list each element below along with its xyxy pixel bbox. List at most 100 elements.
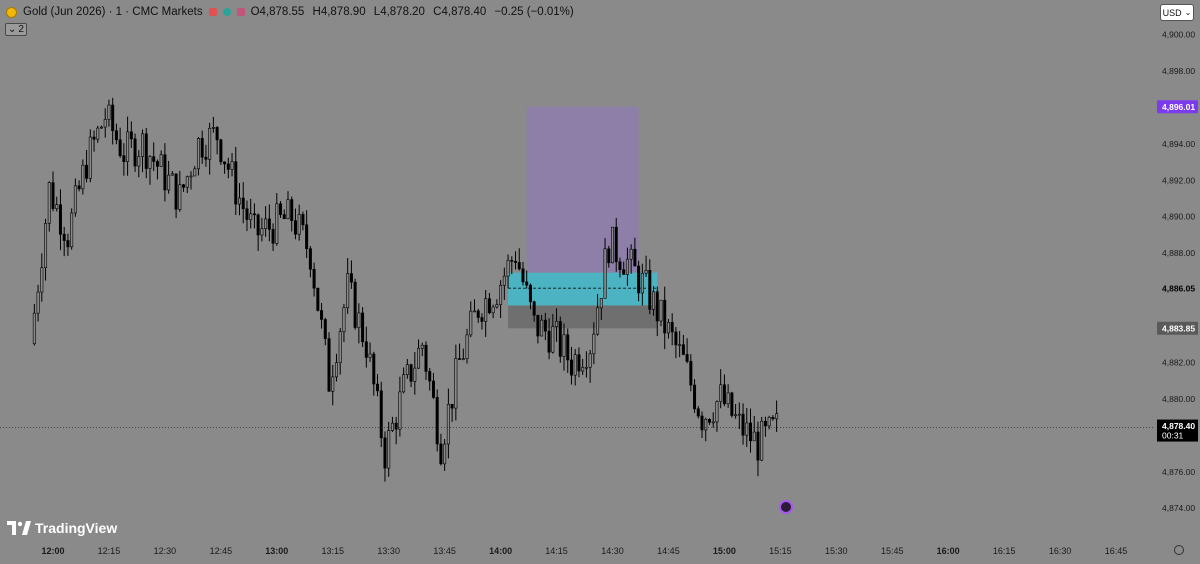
- candle: [107, 99, 111, 127]
- candle: [260, 217, 264, 242]
- candle: [96, 125, 100, 143]
- candle: [36, 284, 40, 322]
- zone-target[interactable]: [526, 106, 639, 273]
- candle: [200, 130, 204, 164]
- candle: [185, 175, 189, 194]
- candle: [252, 203, 256, 229]
- candle: [558, 316, 562, 363]
- price-tick-label: 4,888.00: [1162, 248, 1195, 258]
- candle: [62, 226, 66, 257]
- price-badge: 4,883.85: [1157, 321, 1198, 335]
- candle: [487, 292, 491, 315]
- time-tick-label: 14:15: [545, 546, 568, 556]
- candle: [603, 238, 607, 299]
- candle: [655, 286, 659, 337]
- candle: [331, 364, 335, 406]
- time-tick-label: 13:30: [377, 546, 400, 556]
- candle: [219, 138, 223, 165]
- candle: [678, 330, 682, 358]
- candle: [275, 193, 279, 246]
- candle: [387, 421, 391, 477]
- candle: [349, 260, 353, 289]
- candle: [599, 297, 603, 321]
- candle: [465, 328, 469, 364]
- candle: [431, 372, 435, 399]
- candle: [704, 417, 708, 442]
- candle: [361, 307, 365, 348]
- settings-icon[interactable]: [1174, 545, 1184, 555]
- candle: [484, 290, 488, 337]
- candle: [122, 143, 126, 176]
- candle: [514, 251, 518, 270]
- symbol-header: Gold (Jun 2026) · 1 · CMC Markets O4,878…: [6, 6, 579, 18]
- candle: [189, 171, 193, 190]
- candle: [659, 299, 663, 327]
- candle: [618, 257, 622, 278]
- candle: [55, 196, 59, 212]
- candle: [279, 201, 283, 218]
- candle: [472, 299, 476, 313]
- candle: [390, 416, 394, 432]
- candle: [40, 253, 44, 302]
- candle: [629, 244, 633, 274]
- candle: [99, 125, 103, 129]
- gold-coin-icon: [6, 6, 17, 18]
- candle: [734, 404, 738, 419]
- price-tick-label: 4,882.00: [1162, 357, 1195, 367]
- price-axis[interactable]: [1155, 0, 1200, 542]
- candle: [215, 126, 219, 155]
- symbol-title[interactable]: Gold (Jun 2026) · 1 · CMC Markets: [23, 6, 203, 18]
- sell-icon[interactable]: [208, 8, 217, 16]
- candle: [607, 245, 611, 268]
- candle: [722, 374, 726, 407]
- candle: [394, 416, 398, 445]
- candle: [610, 226, 614, 264]
- candle: [334, 353, 338, 382]
- zone-entry[interactable]: [508, 272, 658, 306]
- currency-button[interactable]: USD ⌄: [1160, 4, 1194, 21]
- candle: [760, 416, 764, 462]
- candle: [103, 108, 107, 138]
- candle: [211, 116, 215, 133]
- candle: [428, 367, 432, 391]
- tradingview-logo[interactable]: TradingView: [7, 520, 117, 536]
- candle: [316, 287, 320, 312]
- candle: [193, 166, 197, 177]
- candle: [633, 237, 637, 267]
- candle: [353, 278, 357, 330]
- position-zones[interactable]: [508, 106, 658, 329]
- candle: [286, 191, 290, 220]
- candle: [693, 379, 697, 413]
- candle: [301, 211, 305, 231]
- candle: [293, 208, 297, 240]
- high-value: H4,878.90: [312, 6, 366, 18]
- price-tick-label: 4,892.00: [1162, 175, 1195, 185]
- candle: [476, 308, 480, 323]
- candle: [204, 144, 208, 167]
- candle: [577, 347, 581, 378]
- logo-text: TradingView: [35, 520, 118, 536]
- price-axis-labels: 4,900.00 4,898.00 4,894.00 4,892.00 4,890.00…: [1162, 30, 1195, 514]
- candle: [644, 255, 648, 278]
- time-axis[interactable]: [0, 542, 1200, 564]
- time-axis-labels: 12:00 12:15 12:30 12:45 13:00 13:15 13:30 13:45…: [41, 546, 1127, 556]
- candle: [596, 294, 600, 336]
- candle: [305, 210, 309, 258]
- candle: [562, 323, 566, 371]
- candle: [528, 283, 532, 310]
- candle: [461, 348, 465, 361]
- candle: [342, 303, 346, 343]
- candle: [159, 150, 163, 167]
- lightning-icon[interactable]: [779, 500, 793, 514]
- candle: [372, 351, 376, 396]
- candle: [44, 218, 48, 281]
- candle: [256, 213, 260, 251]
- indicators-toggle[interactable]: ⌄ 2: [5, 23, 27, 36]
- candle: [208, 122, 212, 175]
- candle: [241, 182, 245, 224]
- buy-icon[interactable]: [236, 8, 245, 16]
- candle: [745, 408, 749, 448]
- candle: [749, 408, 753, 453]
- candle: [775, 400, 779, 432]
